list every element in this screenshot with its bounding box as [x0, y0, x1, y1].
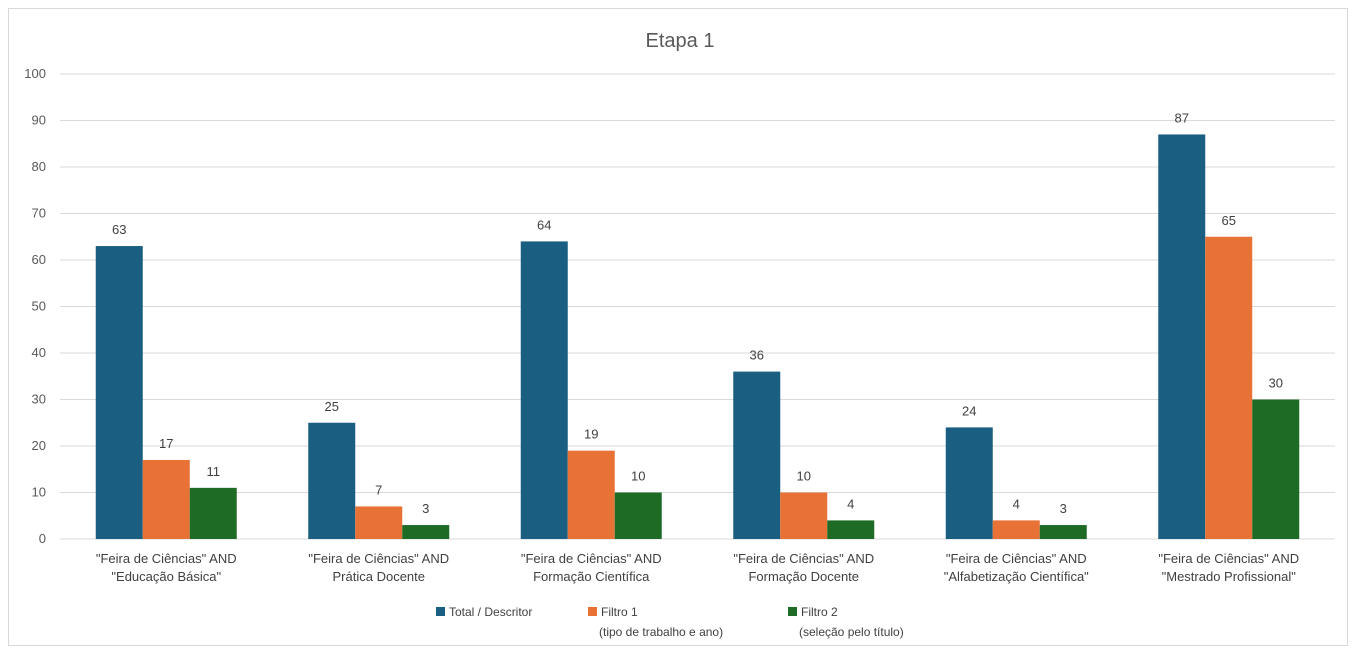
legend-swatch: [588, 607, 597, 616]
data-label: 25: [325, 399, 339, 414]
bar-2: [355, 506, 402, 539]
legend-label: Filtro 2: [801, 605, 838, 619]
bar-1: [308, 423, 355, 539]
y-tick-label: 60: [32, 252, 46, 267]
y-tick-label: 40: [32, 345, 46, 360]
data-label: 3: [422, 501, 429, 516]
data-label: 3: [1060, 501, 1067, 516]
data-label: 4: [1013, 496, 1020, 511]
bar-3: [827, 520, 874, 539]
y-tick-label: 70: [32, 206, 46, 221]
y-tick-label: 80: [32, 159, 46, 174]
grid-layer: [60, 74, 1335, 539]
y-tick-label: 50: [32, 299, 46, 314]
bar-3: [1252, 400, 1299, 540]
data-label: 30: [1269, 376, 1283, 391]
bars-layer: [96, 134, 1300, 539]
bar-3: [615, 493, 662, 540]
legend-sublabel: (tipo de trabalho e ano): [599, 625, 723, 639]
y-tick-label: 30: [32, 392, 46, 407]
data-label: 64: [537, 217, 551, 232]
data-label: 10: [797, 469, 811, 484]
bar-3: [190, 488, 237, 539]
data-label: 19: [584, 427, 598, 442]
x-tick-label: Prática Docente: [333, 569, 426, 584]
x-tick-label: Formação Docente: [748, 569, 859, 584]
y-tick-label: 0: [39, 531, 46, 546]
bar-2: [568, 451, 615, 539]
x-tick-label: "Feira de Ciências" AND: [946, 551, 1087, 566]
bar-3: [1040, 525, 1087, 539]
y-tick-label: 10: [32, 485, 46, 500]
legend-label: Filtro 1: [601, 605, 638, 619]
data-label: 87: [1175, 110, 1189, 125]
bar-2: [1205, 237, 1252, 539]
y-tick-label: 90: [32, 113, 46, 128]
bar-1: [946, 427, 993, 539]
y-tick-label: 20: [32, 438, 46, 453]
bar-1: [733, 372, 780, 539]
data-label: 36: [750, 348, 764, 363]
x-tick-label: "Educação Básica": [111, 569, 221, 584]
bar-2: [993, 520, 1040, 539]
bar-1: [521, 241, 568, 539]
legend-swatch: [436, 607, 445, 616]
chart-title: Etapa 1: [646, 30, 715, 52]
bar-2: [780, 493, 827, 540]
x-tick-label: "Feira de Ciências" AND: [521, 551, 662, 566]
data-label: 63: [112, 222, 126, 237]
bar-1: [96, 246, 143, 539]
x-tick-label: "Alfabetização Científica": [944, 569, 1089, 584]
x-tick-label: "Feira de Ciências" AND: [1158, 551, 1299, 566]
bar-1: [1158, 134, 1205, 539]
data-label: 17: [159, 436, 173, 451]
legend-label: Total / Descritor: [449, 605, 532, 619]
x-tick-label: "Mestrado Profissional": [1162, 569, 1297, 584]
data-label: 65: [1222, 213, 1236, 228]
data-label: 10: [631, 469, 645, 484]
y-tick-label: 100: [24, 66, 46, 81]
x-tick-label: "Feira de Ciências" AND: [308, 551, 449, 566]
x-tick-label: Formação Científica: [533, 569, 650, 584]
bar-2: [143, 460, 190, 539]
x-tick-label: "Feira de Ciências" AND: [96, 551, 237, 566]
bar-3: [402, 525, 449, 539]
x-tick-label: "Feira de Ciências" AND: [733, 551, 874, 566]
data-label: 11: [207, 464, 221, 479]
legend: Total / Descritor Filtro 1 (tipo de trabal…: [436, 605, 904, 639]
legend-swatch: [788, 607, 797, 616]
data-label: 24: [962, 403, 976, 418]
data-label: 7: [375, 482, 382, 497]
legend-sublabel: (seleção pelo título): [799, 625, 904, 639]
data-label: 4: [847, 496, 854, 511]
